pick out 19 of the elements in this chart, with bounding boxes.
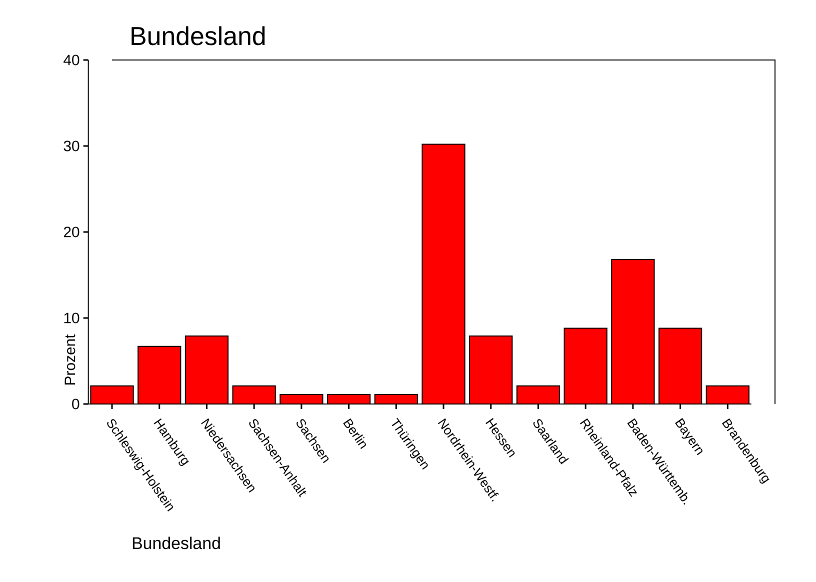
bar	[516, 386, 560, 404]
bar	[185, 336, 228, 404]
bar	[422, 144, 465, 404]
bar	[564, 328, 607, 404]
y-tick-label: 20	[64, 226, 80, 238]
bar	[706, 385, 750, 404]
y-tick-label: 0	[72, 398, 80, 410]
bar	[138, 346, 181, 404]
bar	[232, 386, 276, 404]
bar	[612, 260, 654, 404]
y-tick-label: 10	[64, 312, 80, 324]
chart-title: Bundesland	[132, 26, 265, 46]
bar	[90, 386, 134, 404]
bar	[470, 336, 512, 404]
x-axis-title: Bundesland	[132, 536, 220, 550]
y-axis-title: Prozent	[64, 334, 76, 385]
y-tick-label: 30	[64, 140, 80, 152]
y-tick-label: 40	[64, 54, 80, 66]
bar	[658, 328, 702, 404]
